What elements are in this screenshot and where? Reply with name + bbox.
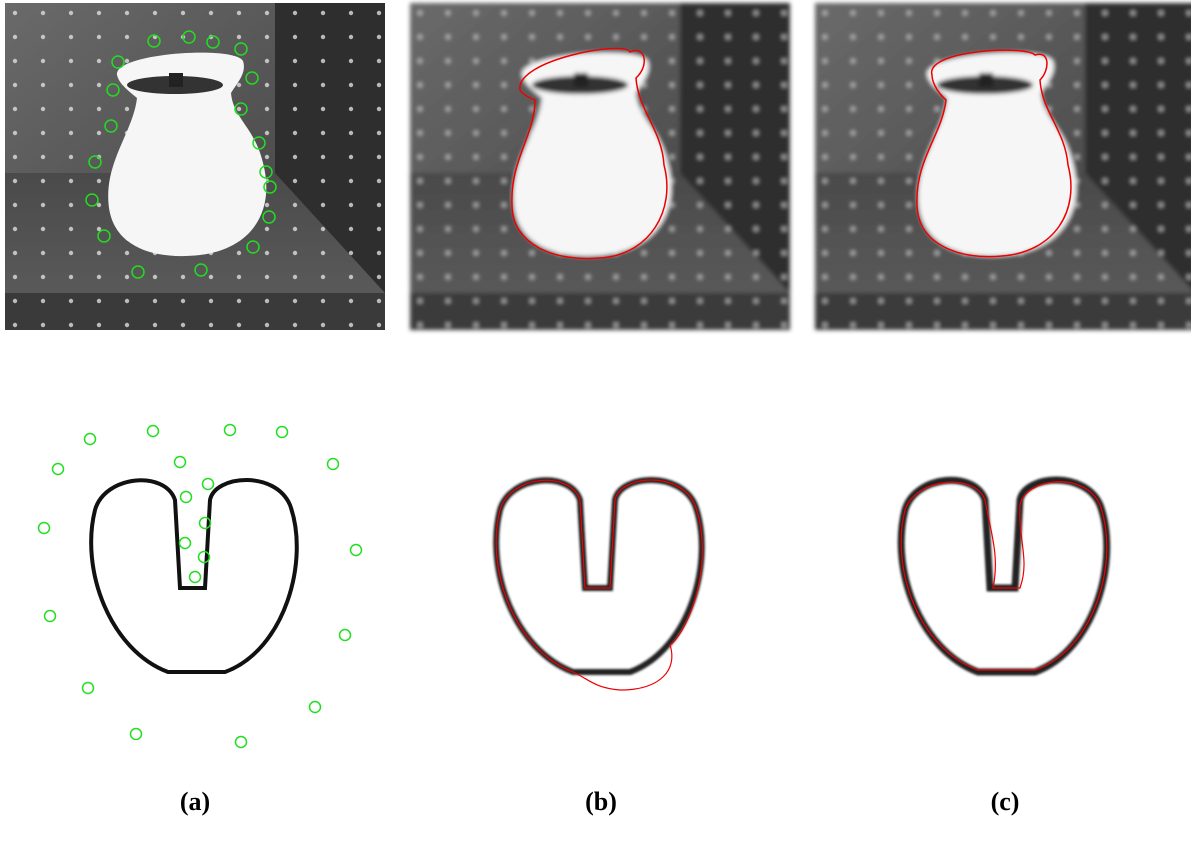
panel-label: (c) — [991, 787, 1020, 816]
page: (a) (b) (c) (() => { const data = JSON.p… — [0, 0, 1191, 847]
photo-blurred — [815, 3, 1191, 330]
photo — [5, 3, 385, 330]
figure: (a) (b) (c) — [0, 0, 1191, 847]
panel-label: (b) — [585, 787, 617, 816]
panel-label: (a) — [180, 787, 210, 816]
shape-blurred — [901, 480, 1107, 672]
shape — [91, 480, 297, 672]
photo-blurred — [410, 3, 790, 330]
shape-blurred — [496, 480, 702, 672]
